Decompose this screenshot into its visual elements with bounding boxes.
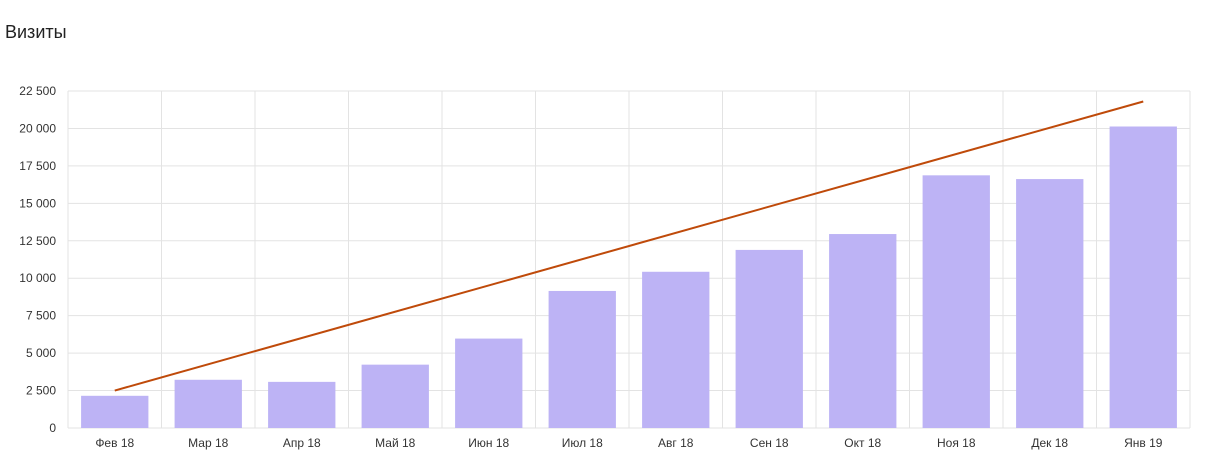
bar	[1109, 126, 1177, 429]
x-tick-label: Апр 18	[283, 436, 321, 450]
x-tick-label: Ноя 18	[937, 436, 976, 450]
x-axis: Фев 18 Мар 18 Апр 18 Май 18 Июн 18 Июл 18 Авг …	[95, 436, 1162, 450]
x-tick-label: Июн 18	[468, 436, 509, 450]
y-tick-label: 20 000	[19, 121, 56, 135]
y-tick-label: 12 500	[19, 234, 56, 248]
trend-line	[114, 100, 1144, 392]
bar	[829, 234, 897, 428]
trend-line-group	[114, 100, 1144, 392]
chart-title: Визиты	[5, 22, 67, 42]
y-tick-label: 7 500	[26, 309, 56, 323]
x-tick-label: Дек 18	[1031, 436, 1068, 450]
x-tick-label: Авг 18	[658, 436, 694, 450]
bar	[455, 338, 523, 428]
x-tick-label: Окт 18	[844, 436, 881, 450]
y-tick-label: 22 500	[19, 84, 56, 98]
bar	[361, 364, 429, 428]
x-tick-label: Сен 18	[750, 436, 789, 450]
x-tick-label: Мар 18	[188, 436, 228, 450]
bars	[81, 126, 1177, 429]
bar	[642, 271, 710, 428]
y-axis: 0 2 500 5 000 7 500 10 000 12 500 15 000 17 500…	[19, 84, 56, 435]
x-tick-label: Июл 18	[562, 436, 603, 450]
y-tick-label: 10 000	[19, 271, 56, 285]
y-tick-label: 2 500	[26, 384, 56, 398]
x-tick-label: Фев 18	[95, 436, 134, 450]
bar	[268, 381, 336, 428]
bar	[735, 249, 803, 428]
y-tick-label: 0	[49, 421, 56, 435]
bar	[548, 290, 616, 428]
y-tick-label: 15 000	[19, 196, 56, 210]
grid-lines	[67, 90, 1191, 429]
bar	[1016, 179, 1084, 428]
x-tick-label: Май 18	[375, 436, 416, 450]
x-tick-label: Янв 19	[1124, 436, 1163, 450]
bar	[922, 175, 990, 428]
y-tick-label: 5 000	[26, 346, 56, 360]
y-tick-label: 17 500	[19, 159, 56, 173]
bar	[81, 395, 149, 428]
bar	[174, 379, 242, 428]
